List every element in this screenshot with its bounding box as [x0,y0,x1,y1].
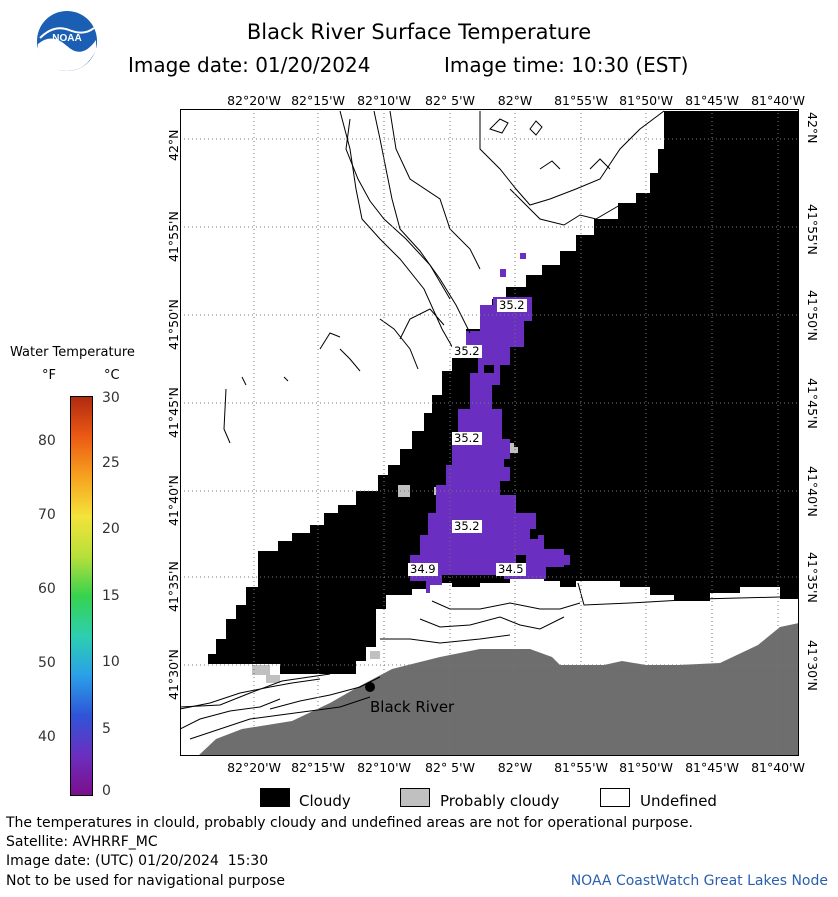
lon-label: 81°45'W [685,93,739,108]
footer-nav-warning: Not to be used for navigational purpose [6,873,285,889]
lon-label: 81°55'W [554,93,608,108]
scale-tick-c: 30 [102,390,120,406]
scale-tick-c: 25 [102,455,120,471]
image-time: Image time: 10:30 (EST) [444,53,689,77]
lon-label: 82° 5'W [425,93,475,108]
lon-label: 81°50'W [619,760,673,775]
lat-label: 41°40'N [805,466,820,517]
scale-tick-c: 10 [102,654,120,670]
lat-label: 41°45'N [166,387,181,438]
scale-tick-f: 40 [38,729,56,745]
image-date: Image date: 01/20/2024 [128,53,371,77]
lon-label: 82°W [497,93,533,108]
lon-label: 82°10'W [357,93,411,108]
lat-label: 42°N [805,112,820,144]
cloud-holes [484,365,538,565]
map-canvas [180,109,799,756]
lat-label: 41°35'N [805,552,820,603]
scale-title: Water Temperature [10,345,135,360]
lat-label: 41°45'N [805,378,820,429]
temperature-label: 35.2 [452,519,482,533]
land-area [198,623,799,756]
lon-label: 82°15'W [291,760,345,775]
black-river-marker [365,682,375,692]
scale-tick-f: 50 [38,655,56,671]
lon-label: 82°15'W [291,93,345,108]
noaa-logo-icon: NOAA [37,11,97,71]
legend-swatch-probably-cloudy [400,788,430,807]
cloud-mask [208,111,799,674]
map-border [180,109,799,756]
lat-label: 41°55'N [805,204,820,255]
scale-unit-f: °F [42,368,56,383]
scale-tick-c: 20 [102,521,120,537]
color-scale-bar [70,396,93,796]
lat-label: 41°30'N [166,649,181,700]
water-temperature-region [410,297,564,593]
lon-label: 82°W [497,760,533,775]
legend-label-cloudy: Cloudy [299,792,351,810]
place-label-black-river: Black River [370,698,455,716]
lon-label: 81°50'W [619,93,673,108]
lon-label: 82°20'W [227,93,281,108]
lon-label: 81°40'W [751,93,805,108]
lat-label: 41°55'N [166,211,181,262]
map-title: Black River Surface Temperature [246,20,592,44]
noaa-logo-text: NOAA [52,33,81,44]
lat-label: 41°30'N [805,640,820,691]
scale-tick-c: 0 [102,783,111,799]
lat-label: 42°N [166,129,181,161]
legend-swatch-undefined [600,788,630,807]
temperature-label: 34.5 [496,562,526,576]
depth-contours [180,110,665,740]
lat-label: 41°50'N [805,290,820,341]
temperature-label: 35.2 [452,431,482,445]
legend-swatch-cloudy [260,788,290,807]
temperature-label: 35.2 [497,298,527,312]
scale-tick-c: 5 [102,721,111,737]
scale-tick-f: 80 [38,433,56,449]
scale-tick-f: 70 [38,507,56,523]
lon-label: 82° 5'W [425,760,475,775]
footer-satellite: Satellite: AVHRRF_MC [6,834,158,850]
footer-note: The temperatures in clould, probably clo… [6,815,693,831]
lon-label: 81°45'W [685,760,739,775]
lon-label: 82°20'W [227,760,281,775]
lon-label: 82°10'W [357,760,411,775]
scale-unit-c: °C [104,368,120,383]
legend-label-probably-cloudy: Probably cloudy [440,792,560,810]
temperature-label: 35.2 [452,344,482,358]
lat-label: 41°35'N [166,561,181,612]
scale-tick-c: 15 [102,588,120,604]
undefined-boundary [180,582,781,708]
noaa-logo: NOAA [36,10,98,72]
water-temperature-spots [500,253,570,565]
temperature-label: 34.9 [408,562,438,576]
lon-label: 81°55'W [554,760,608,775]
lat-label: 41°40'N [166,475,181,526]
footer-utc-date: Image date: (UTC) 01/20/2024 15:30 [6,853,269,869]
lon-label: 81°40'W [751,760,805,775]
legend-label-undefined: Undefined [640,792,717,810]
scale-tick-f: 60 [38,581,56,597]
lat-label: 41°50'N [166,299,181,350]
footer-credit: NOAA CoastWatch Great Lakes Node [570,873,828,889]
